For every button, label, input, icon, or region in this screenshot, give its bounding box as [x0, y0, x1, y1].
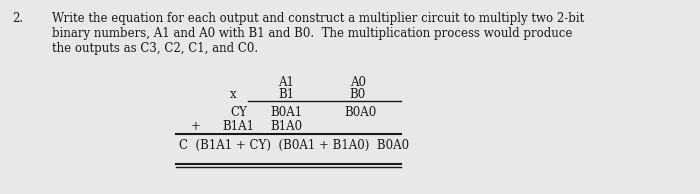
Text: 2.: 2. [13, 12, 24, 25]
Text: CY: CY [230, 106, 247, 119]
Text: B1A1: B1A1 [223, 120, 254, 133]
Text: B1: B1 [278, 88, 294, 101]
Text: C  (B1A1 + CY)  (B0A1 + B1A0)  B0A0: C (B1A1 + CY) (B0A1 + B1A0) B0A0 [179, 139, 410, 152]
Text: +: + [190, 120, 200, 133]
Text: B1A0: B1A0 [270, 120, 302, 133]
Text: B0: B0 [349, 88, 366, 101]
Text: A0: A0 [350, 76, 365, 89]
Text: B0A0: B0A0 [344, 106, 377, 119]
Text: B0A1: B0A1 [270, 106, 302, 119]
Text: x: x [230, 88, 237, 101]
Text: A1: A1 [278, 76, 294, 89]
Text: Write the equation for each output and construct a multiplier circuit to multipl: Write the equation for each output and c… [52, 12, 584, 55]
